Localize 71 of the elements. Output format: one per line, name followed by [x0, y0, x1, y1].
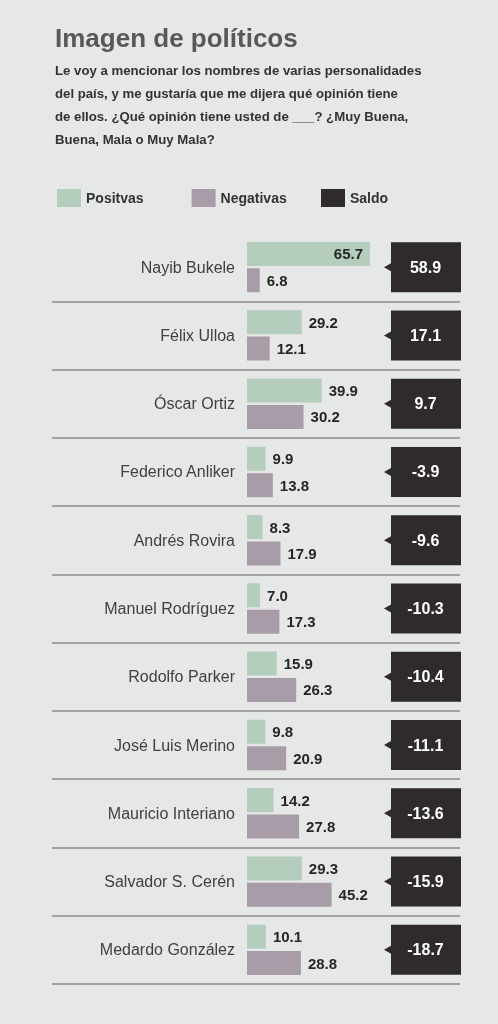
- data-label: 27.8: [306, 818, 336, 836]
- y-tick-label: Salvador S. Cerén: [104, 873, 235, 891]
- data-label: 39.9: [328, 381, 358, 399]
- bar: [247, 404, 304, 429]
- data-label: 14.2: [280, 791, 310, 809]
- bar: [247, 677, 297, 702]
- data-label: -9.6: [411, 531, 440, 549]
- bar: [247, 719, 266, 744]
- bar: [247, 541, 281, 566]
- data-label: 58.9: [409, 258, 442, 276]
- data-label: 13.8: [279, 476, 310, 494]
- bar: [247, 856, 302, 881]
- data-label: -13.6: [407, 804, 444, 822]
- bar: [247, 924, 266, 949]
- bar: [247, 473, 273, 498]
- data-label: 12.1: [276, 340, 306, 358]
- y-tick-label: Óscar Ortiz: [154, 394, 235, 413]
- data-label: 28.8: [307, 954, 338, 972]
- y-tick-label: Andrés Rovira: [133, 531, 236, 549]
- data-label: 17.1: [409, 326, 442, 344]
- data-label: 6.8: [266, 271, 288, 289]
- data-label: -15.9: [407, 873, 444, 891]
- bar: [247, 951, 301, 976]
- bar: [247, 336, 270, 361]
- data-label: 20.9: [293, 749, 323, 767]
- data-label: -11.1: [407, 736, 444, 754]
- data-label: 9.7: [414, 395, 437, 413]
- legend-label: Negativas: [220, 190, 287, 206]
- bar: [247, 268, 260, 293]
- bar: [247, 310, 302, 335]
- data-label: 26.3: [303, 681, 333, 699]
- bar: [247, 746, 287, 771]
- data-label: 65.7: [333, 245, 363, 263]
- data-label: 8.3: [269, 518, 291, 536]
- bar: [247, 788, 274, 813]
- y-tick-label: Mauricio Interiano: [107, 804, 236, 822]
- y-tick-label: Medardo González: [99, 941, 235, 959]
- y-tick-label: José Luis Merino: [114, 736, 236, 754]
- data-label: -10.3: [407, 600, 444, 617]
- data-label: 9.9: [272, 450, 294, 468]
- data-label: 45.2: [338, 886, 368, 904]
- data-label: 29.3: [308, 859, 339, 877]
- chart-subtitle: Le voy a mencionar los nombres de varias personalidades del país, y me gustaría que me dijera qué opinión tiene de ellos. ¿Qué opinión tiene usted de ___? ¿Muy Buena, Buena, Mala o Muy Mala?: [55, 63, 426, 147]
- data-label: 30.2: [310, 408, 340, 426]
- y-tick-label: Manuel Rodríguez: [104, 600, 235, 617]
- bar: [247, 609, 280, 634]
- data-label: 7.0: [267, 586, 288, 604]
- data-label: -3.9: [411, 463, 440, 481]
- data-label: 15.9: [283, 655, 313, 673]
- data-label: -18.7: [407, 941, 444, 959]
- y-tick-label: Nayib Bukele: [140, 258, 236, 276]
- bar: [247, 241, 370, 266]
- y-tick-label: Félix Ulloa: [160, 326, 236, 344]
- data-label: 10.1: [272, 928, 303, 946]
- legend-label: Saldo: [350, 190, 389, 206]
- bar: [247, 882, 332, 907]
- y-tick-label: Federico Anliker: [120, 463, 236, 481]
- chart-title: Imagen de políticos: [55, 23, 298, 53]
- data-label: 9.8: [272, 723, 294, 741]
- bar: [247, 651, 277, 676]
- data-label: -10.4: [407, 668, 444, 686]
- bar: [247, 515, 263, 540]
- bar: [247, 814, 300, 839]
- data-label: 17.9: [287, 544, 317, 562]
- legend-label: Positvas: [86, 190, 144, 206]
- y-tick-label: Rodolfo Parker: [128, 668, 236, 686]
- bar: [247, 583, 261, 608]
- bar: [247, 446, 266, 471]
- bar: [247, 378, 322, 403]
- data-label: 29.2: [308, 313, 338, 331]
- data-label: 17.3: [286, 613, 316, 631]
